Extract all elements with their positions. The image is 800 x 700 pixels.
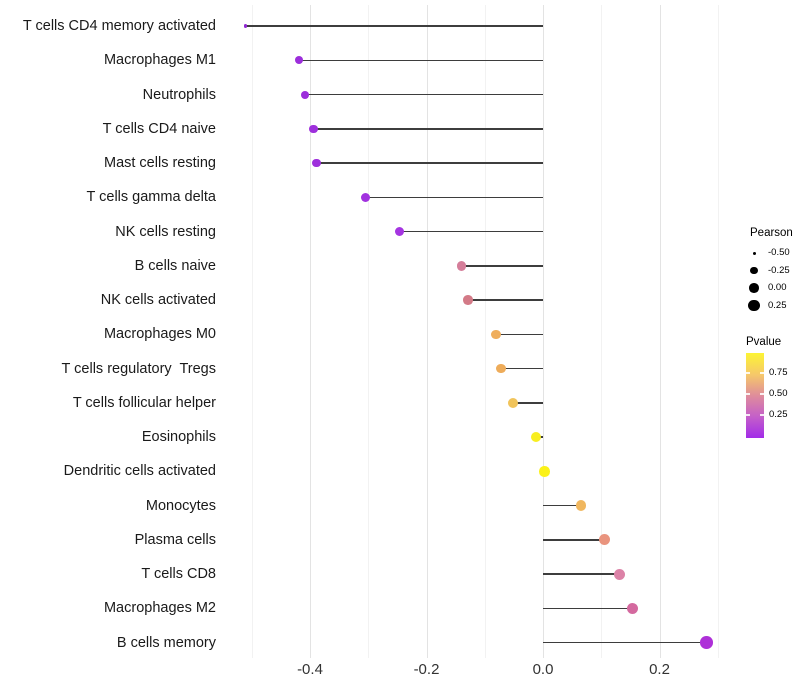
x-tick-label: 0.2 bbox=[649, 661, 670, 678]
lollipop-stem bbox=[313, 128, 543, 130]
pvalue-colorbar-gradient bbox=[746, 353, 764, 438]
y-axis-label: T cells CD4 naive bbox=[102, 120, 216, 137]
data-point-dot bbox=[463, 295, 473, 305]
data-point-dot bbox=[456, 261, 467, 271]
minor-gridline bbox=[251, 5, 253, 658]
y-axis-label: Eosinophils bbox=[141, 429, 216, 445]
lollipop-stem bbox=[365, 196, 543, 198]
major-gridline bbox=[310, 5, 311, 658]
data-point-dot bbox=[613, 568, 625, 580]
lollipop-stem bbox=[501, 367, 543, 370]
y-axis-label: NK cells resting bbox=[115, 223, 216, 240]
data-point-dot bbox=[599, 534, 611, 546]
data-point-dot bbox=[539, 466, 550, 477]
lollipop-stem bbox=[543, 573, 620, 575]
y-axis-label: Mast cells resting bbox=[103, 155, 216, 171]
y-axis-label: B cells naive bbox=[134, 257, 216, 274]
legend-pearson-title: Pearson bbox=[750, 227, 793, 239]
legend-pvalue-title: Pvalue bbox=[746, 336, 782, 348]
data-point-dot bbox=[626, 602, 639, 614]
y-axis-label: T cells gamma delta bbox=[86, 189, 216, 206]
legend-size-dot bbox=[748, 299, 760, 312]
lollipop-stem bbox=[467, 299, 543, 301]
major-gridline bbox=[543, 5, 544, 658]
lollipop-stem bbox=[304, 93, 543, 96]
y-axis-label: T cells follicular helper bbox=[72, 394, 216, 411]
data-point-dot bbox=[395, 227, 405, 236]
y-axis-label: T cells CD8 bbox=[141, 566, 216, 582]
minor-gridline bbox=[601, 5, 603, 658]
colorbar-tick bbox=[746, 393, 750, 395]
data-point-dot bbox=[361, 192, 371, 202]
lollipop-stem bbox=[543, 641, 707, 644]
legend-size-label: 0.25 bbox=[768, 299, 787, 311]
data-point-dot bbox=[491, 329, 501, 339]
x-tick-label: 0.0 bbox=[532, 661, 554, 678]
lollipop-stem bbox=[245, 25, 543, 27]
data-point-dot bbox=[575, 500, 587, 511]
lollipop-stem bbox=[316, 162, 543, 164]
y-axis-label: Neutrophils bbox=[142, 86, 216, 103]
data-point-dot bbox=[700, 636, 713, 649]
minor-gridline bbox=[717, 5, 719, 658]
lollipop-stem bbox=[399, 230, 543, 233]
legend-size-dot bbox=[752, 251, 756, 255]
x-tick-label: -0.2 bbox=[413, 661, 440, 678]
major-gridline bbox=[426, 5, 428, 658]
data-point-dot bbox=[496, 363, 506, 374]
colorbar-tick bbox=[746, 414, 750, 416]
y-axis-label: B cells memory bbox=[116, 634, 216, 651]
major-gridline bbox=[659, 5, 661, 658]
colorbar-label: 0.75 bbox=[769, 367, 788, 378]
y-axis-label: Monocytes bbox=[145, 497, 216, 514]
colorbar-tick bbox=[746, 372, 750, 374]
lollipop-stem bbox=[543, 504, 581, 507]
lollipop-stem bbox=[298, 59, 543, 61]
lollipop-stem bbox=[495, 333, 543, 335]
data-point-dot bbox=[294, 56, 303, 65]
y-axis-label: Plasma cells bbox=[134, 531, 216, 548]
colorbar-tick bbox=[760, 372, 764, 374]
data-point-dot bbox=[309, 124, 318, 133]
data-point-dot bbox=[312, 158, 321, 168]
y-axis-label: Macrophages M0 bbox=[103, 326, 216, 343]
y-axis-label: Dendritic cells activated bbox=[63, 463, 216, 480]
lollipop-stem bbox=[461, 265, 543, 267]
data-point-dot bbox=[530, 431, 542, 443]
colorbar-label: 0.50 bbox=[769, 388, 788, 399]
y-axis-label: Macrophages M1 bbox=[103, 52, 216, 69]
legend-size-label: -0.50 bbox=[768, 247, 790, 258]
colorbar-tick bbox=[760, 393, 764, 395]
minor-gridline bbox=[484, 5, 486, 658]
legend-size-dot bbox=[749, 283, 759, 293]
legend-size-dot bbox=[750, 266, 758, 275]
y-axis-label: T cells regulatory Tregs bbox=[61, 360, 216, 377]
lollipop-stem bbox=[543, 539, 605, 541]
y-axis-label: Macrophages M2 bbox=[103, 600, 216, 617]
data-point-dot bbox=[243, 24, 248, 28]
lollipop-stem bbox=[513, 402, 543, 404]
y-axis-label: NK cells activated bbox=[100, 292, 216, 308]
lollipop-stem bbox=[543, 607, 633, 609]
data-point-dot bbox=[300, 90, 309, 99]
y-axis-label: T cells CD4 memory activated bbox=[22, 18, 216, 34]
colorbar-label: 0.25 bbox=[769, 409, 788, 420]
x-tick-label: -0.4 bbox=[297, 661, 323, 678]
data-point-dot bbox=[508, 397, 519, 408]
legend-size-label: 0.00 bbox=[768, 282, 787, 293]
legend-size-label: -0.25 bbox=[768, 264, 790, 276]
colorbar-tick bbox=[760, 414, 764, 416]
minor-gridline bbox=[368, 5, 370, 658]
